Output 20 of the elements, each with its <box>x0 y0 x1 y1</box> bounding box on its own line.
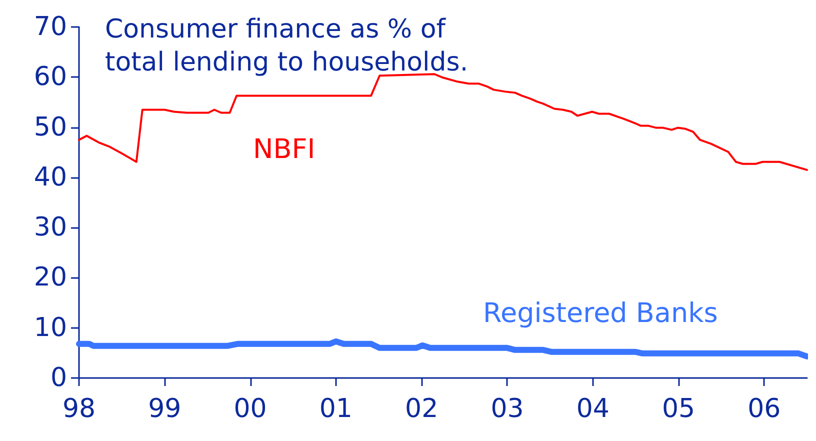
x-tick-label: 00 <box>234 394 267 424</box>
y-tick-label: 30 <box>34 212 67 243</box>
x-tick-label: 02 <box>405 394 438 424</box>
y-tick-label: 10 <box>34 312 67 343</box>
y-tick-label: 70 <box>34 12 67 42</box>
series-label: Registered Banks <box>483 298 718 329</box>
x-tick-label: 98 <box>62 394 96 424</box>
y-tick-label: 0 <box>50 363 67 393</box>
x-tick-label: 01 <box>319 394 352 424</box>
y-tick-label: 40 <box>34 162 67 192</box>
chart-title: Consumer finance as % of total lending to households. <box>105 14 468 78</box>
y-tick-label: 20 <box>34 262 67 293</box>
y-tick-label: 60 <box>34 62 67 92</box>
x-tick-label: 05 <box>662 394 696 424</box>
x-tick-label: 99 <box>148 394 182 424</box>
x-tick-label: 04 <box>576 394 610 424</box>
series-label: NBFI <box>253 134 316 165</box>
x-tick-label: 03 <box>490 394 524 424</box>
y-tick-label: 50 <box>34 112 67 142</box>
x-tick-label: 06 <box>748 394 781 424</box>
